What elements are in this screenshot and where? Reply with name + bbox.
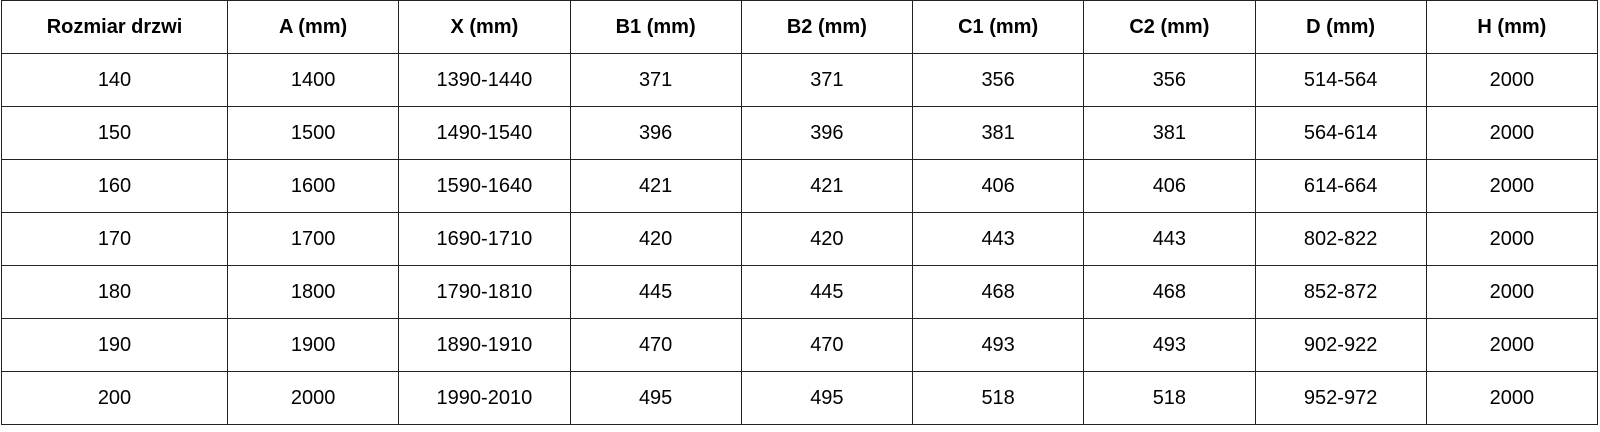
table-cell: 1990-2010: [398, 371, 571, 425]
table-row: 180 1800 1790-1810 445 445 468 468 852-872 2000: [1, 265, 1599, 319]
table-cell: 470: [569, 318, 742, 372]
table-cell: 190: [1, 318, 228, 372]
table-cell: 493: [911, 318, 1085, 372]
table-cell: 2000: [1425, 159, 1599, 213]
table-cell: 902-922: [1254, 318, 1427, 372]
table-row: 140 1400 1390-1440 371 371 356 356 514-564 2000: [1, 53, 1599, 107]
table-cell: 514-564: [1254, 53, 1427, 107]
table-cell: 614-664: [1254, 159, 1427, 213]
table-cell: 421: [569, 159, 742, 213]
table-cell: 470: [740, 318, 914, 372]
table-cell: 371: [569, 53, 742, 107]
table-cell: 140: [1, 53, 228, 107]
column-header: Rozmiar drzwi: [1, 0, 228, 54]
table-cell: 381: [1083, 106, 1256, 160]
table-cell: 468: [911, 265, 1085, 319]
table-cell: 170: [1, 212, 228, 266]
table-row: 170 1700 1690-1710 420 420 443 443 802-822 2000: [1, 212, 1599, 266]
table-cell: 852-872: [1254, 265, 1427, 319]
table-cell: 1390-1440: [398, 53, 571, 107]
table-cell: 421: [740, 159, 914, 213]
table-cell: 1700: [226, 212, 400, 266]
column-header: B1 (mm): [569, 0, 742, 54]
table-cell: 420: [740, 212, 914, 266]
table-cell: 443: [1083, 212, 1256, 266]
table-cell: 495: [740, 371, 914, 425]
table-cell: 802-822: [1254, 212, 1427, 266]
table-cell: 1790-1810: [398, 265, 571, 319]
table-cell: 420: [569, 212, 742, 266]
table-cell: 1890-1910: [398, 318, 571, 372]
table-row: 160 1600 1590-1640 421 421 406 406 614-664 2000: [1, 159, 1599, 213]
table-cell: 493: [1083, 318, 1256, 372]
table-cell: 150: [1, 106, 228, 160]
table-cell: 2000: [1425, 265, 1599, 319]
table-cell: 160: [1, 159, 228, 213]
table-cell: 445: [740, 265, 914, 319]
table-cell: 564-614: [1254, 106, 1427, 160]
table-cell: 396: [569, 106, 742, 160]
table-cell: 495: [569, 371, 742, 425]
column-header: H (mm): [1425, 0, 1599, 54]
column-header: B2 (mm): [740, 0, 914, 54]
table-cell: 2000: [1425, 212, 1599, 266]
table-cell: 2000: [226, 371, 400, 425]
table-cell: 1800: [226, 265, 400, 319]
table-cell: 1900: [226, 318, 400, 372]
table-cell: 356: [911, 53, 1085, 107]
table-cell: 180: [1, 265, 228, 319]
table-cell: 1500: [226, 106, 400, 160]
table-cell: 468: [1083, 265, 1256, 319]
table-cell: 2000: [1425, 318, 1599, 372]
table-cell: 1400: [226, 53, 400, 107]
table-cell: 1690-1710: [398, 212, 571, 266]
table-cell: 2000: [1425, 371, 1599, 425]
table-cell: 443: [911, 212, 1085, 266]
table-cell: 1590-1640: [398, 159, 571, 213]
column-header: X (mm): [398, 0, 571, 54]
column-header: C2 (mm): [1083, 0, 1256, 54]
table-cell: 381: [911, 106, 1085, 160]
table-cell: 952-972: [1254, 371, 1427, 425]
table-cell: 406: [1083, 159, 1256, 213]
table-cell: 2000: [1425, 106, 1599, 160]
table-cell: 2000: [1425, 53, 1599, 107]
column-header: C1 (mm): [911, 0, 1085, 54]
table-cell: 1600: [226, 159, 400, 213]
table-cell: 518: [1083, 371, 1256, 425]
table-cell: 445: [569, 265, 742, 319]
table-cell: 1490-1540: [398, 106, 571, 160]
table-cell: 371: [740, 53, 914, 107]
header-row: Rozmiar drzwi A (mm) X (mm) B1 (mm) B2 (mm) C…: [1, 0, 1599, 54]
table-row: 190 1900 1890-1910 470 470 493 493 902-922 2000: [1, 318, 1599, 372]
table-row: 150 1500 1490-1540 396 396 381 381 564-614 2000: [1, 106, 1599, 160]
table-cell: 406: [911, 159, 1085, 213]
column-header: A (mm): [226, 0, 400, 54]
column-header: D (mm): [1254, 0, 1427, 54]
table-cell: 518: [911, 371, 1085, 425]
table-cell: 200: [1, 371, 228, 425]
table-cell: 356: [1083, 53, 1256, 107]
table-row: 200 2000 1990-2010 495 495 518 518 952-972 2000: [1, 371, 1599, 425]
table-cell: 396: [740, 106, 914, 160]
